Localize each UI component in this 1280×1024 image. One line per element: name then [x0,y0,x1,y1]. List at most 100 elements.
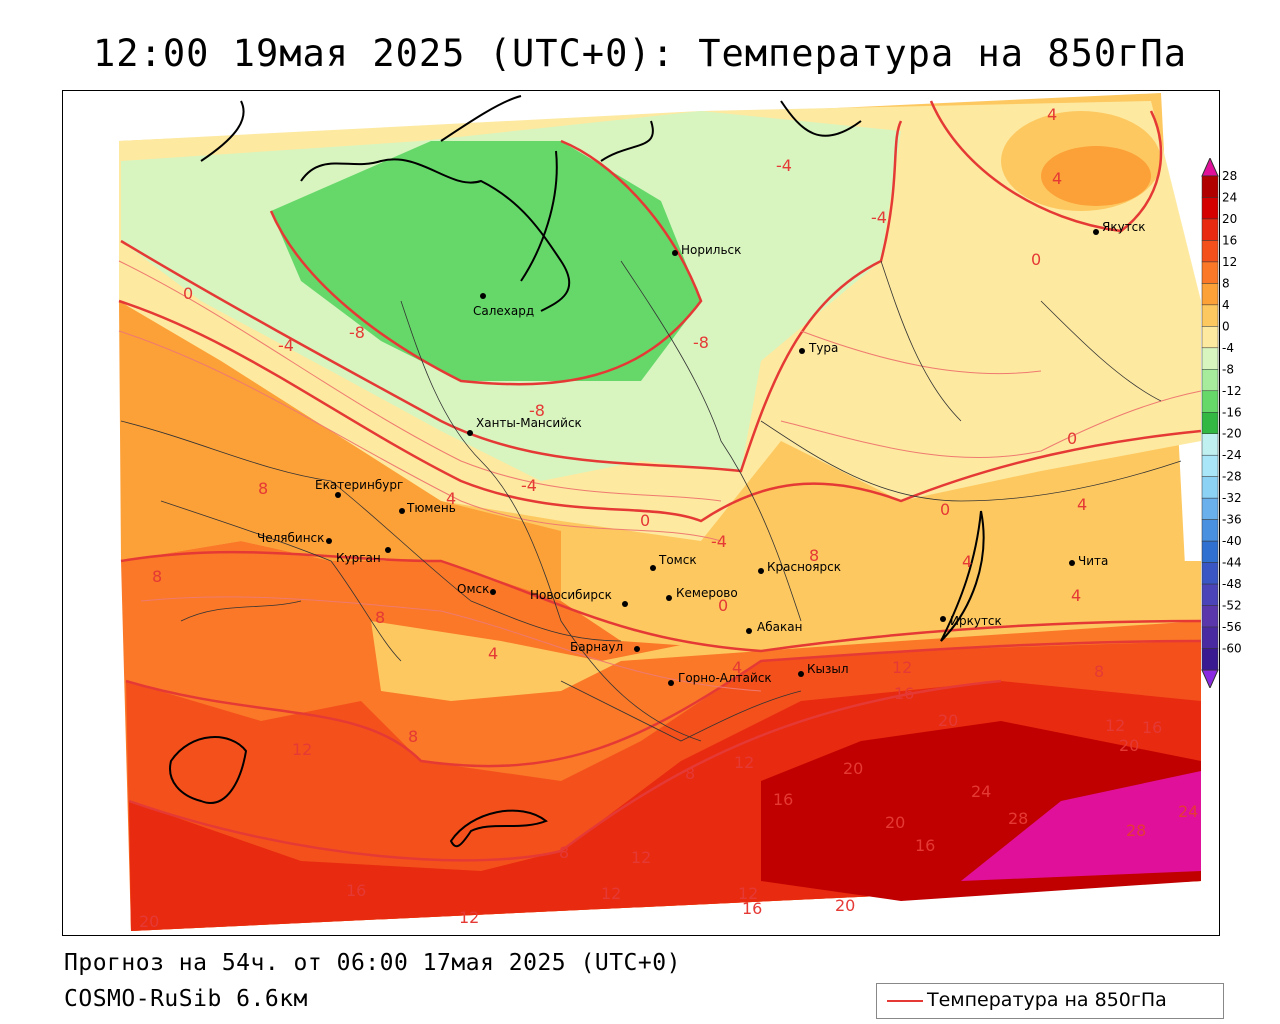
isotherm-label: 12 [459,908,479,927]
isotherm-label: -8 [349,323,365,342]
city-dot-gorno-altaysk [668,680,674,686]
isotherm-label: 16 [742,899,762,918]
city-label-salekhard: Салехард [473,304,534,318]
city-dot-kyzyl [798,671,804,677]
model-name: COSMO-RuSib 6.6км [64,986,308,1012]
scale-swatch [1201,240,1219,263]
city-label-tomsk: Томск [658,553,697,567]
isotherm-label: 12 [601,884,621,903]
isotherm-label: 8 [408,727,418,746]
scale-label: -8 [1222,362,1234,376]
city-dot-chelyabinsk [326,538,332,544]
isotherm-label: -4 [871,208,887,227]
isotherm-label: 0 [1031,250,1041,269]
legend: Температура на 850гПа [876,983,1224,1019]
city-label-kurgan: Курган [336,551,381,565]
scale-top-arrow [1201,158,1219,177]
city-dot-tura [799,348,805,354]
isotherm-label: 24 [1178,802,1198,821]
isotherm-label: 12 [631,848,651,867]
city-dot-salekhard [480,293,486,299]
isotherm-label: 8 [559,843,569,862]
city-dot-barnaul [634,646,640,652]
city-dot-omsk [490,589,496,595]
city-label-kemerovo: Кемерово [676,586,738,600]
scale-label: -36 [1222,513,1242,527]
city-label-novosibirsk: Новосибирск [530,588,612,602]
isotherm-label: 0 [640,511,650,530]
city-dot-khanty [467,430,473,436]
scale-label: 4 [1222,298,1230,312]
color-scale: 28 24 20 16 12 8 4 0 -4 -8 -12 -16 -20 -24 -28 -32 -36 -4… [1198,158,1268,688]
isotherm-label: 8 [809,546,819,565]
isotherm-label: 16 [894,684,914,703]
scale-swatch [1201,626,1219,649]
scale-label: 0 [1222,319,1230,333]
isotherm-label: 12 [292,740,312,759]
scale-swatch [1201,347,1219,370]
scale-bottom-arrow [1201,669,1219,688]
isotherm-label: 4 [446,489,456,508]
city-dot-chita [1069,560,1075,566]
city-dot-ekaterinburg [335,492,341,498]
isotherm-label: 16 [915,836,935,855]
city-dot-tyumen [399,508,405,514]
isotherm-label: 12 [738,884,758,903]
west-zone-4 [119,301,561,601]
isotherm-label: 12 [734,753,754,772]
map-title: 12:00 19мая 2025 (UTC+0): Температура на… [93,32,1187,75]
legend-label: Температура на 850гПа [927,989,1167,1011]
city-dot-norilsk [672,250,678,256]
scale-label: -12 [1222,384,1242,398]
city-label-chita: Чита [1078,554,1108,568]
isotherm-label: 4 [1052,169,1062,188]
scale-swatch [1201,562,1219,585]
scale-label: 8 [1222,276,1230,290]
isotherm-label: 20 [843,759,863,778]
scale-label: -40 [1222,534,1242,548]
scale-swatch [1201,648,1219,671]
isotherm-label: 4 [962,552,972,571]
scale-label: -56 [1222,620,1242,634]
isotherm-label: -8 [529,401,545,420]
isotherm-label: 8 [152,567,162,586]
isotherm-label: 4 [488,644,498,663]
city-dot-novosibirsk [622,601,628,607]
isotherm-label: 0 [1067,429,1077,448]
scale-swatch [1201,583,1219,606]
city-dot-yakutsk [1093,229,1099,235]
city-label-barnaul: Барнаул [570,640,623,654]
scale-swatch [1201,519,1219,542]
city-dot-tomsk [650,565,656,571]
mild-zone-4 [371,561,1201,701]
scale-swatch [1201,540,1219,563]
map-canvas: Норильск Якутск Салехард Тура Ханты-Манс… [63,91,1219,935]
scale-label: -24 [1222,448,1242,462]
isotherm-label: 20 [835,896,855,915]
isotherm-label: 16 [346,881,366,900]
city-label-tyumen: Тюмень [406,501,456,515]
isotherm-value-labels: 4 4 0 -4 -4 -8 -8 -8 -4 0 -4 0 4 8 8 4 0… [139,105,1198,931]
scale-swatch [1201,476,1219,499]
city-label-chelyabinsk: Челябинск [257,531,324,545]
isotherm-label: 12 [892,658,912,677]
city-dot-irkutsk [940,616,946,622]
isotherm-label: -8 [693,333,709,352]
scale-swatch [1201,218,1219,241]
scale-label: -4 [1222,341,1234,355]
scale-swatch [1201,454,1219,477]
city-label-kyzyl: Кызыл [807,662,849,676]
scale-swatch [1201,197,1219,220]
scale-swatch [1201,497,1219,520]
isotherm-lines [118,100,1202,862]
scale-label: 20 [1222,212,1237,226]
city-label-abakan: Абакан [757,620,802,634]
coastlines [169,95,985,848]
temperature-map: Норильск Якутск Салехард Тура Ханты-Манс… [62,90,1220,936]
city-dot-abakan [746,628,752,634]
isotherm-label: 24 [971,782,991,801]
city-label-krasnoyarsk: Красноярск [767,560,841,574]
isotherm-label: 20 [938,711,958,730]
city-label-yakutsk: Якутск [1102,220,1146,234]
isotherm-label: 8 [258,479,268,498]
